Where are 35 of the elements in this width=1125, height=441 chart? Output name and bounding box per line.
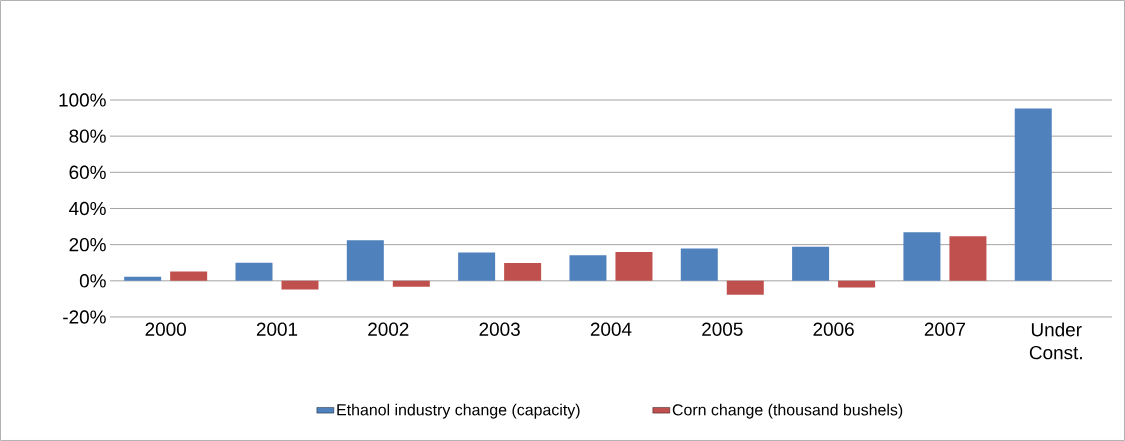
bar [346,240,384,281]
y-tick-label: 100% [59,93,106,107]
bar [569,255,607,281]
y-tick-label: 0% [79,274,106,288]
y-tick-label: 80% [69,129,106,143]
x-tick-label: 2002 [368,322,409,336]
bar [1014,108,1052,281]
x-tick-label: 2000 [145,322,186,336]
bar [281,280,319,290]
legend-label: Ethanol industry change (capacity) [337,403,580,419]
bar [392,280,430,287]
bar [726,280,764,295]
x-tick-label: Under Const. [1029,322,1082,360]
bar [504,263,542,281]
y-tick-label: 60% [69,165,106,180]
bar [949,236,987,281]
bar [615,251,653,281]
x-tick-label: 2006 [813,322,854,336]
x-tick-label: 2007 [924,322,966,336]
bar [792,246,830,281]
bar [170,271,208,281]
y-tick-label: 20% [69,237,106,252]
bar [680,248,718,281]
x-tick-label: 2005 [702,322,743,336]
bar [124,276,162,281]
bar [235,262,273,281]
bar [903,232,941,281]
bar [838,280,876,288]
x-tick-label: 2001 [256,322,298,336]
x-tick-label: 2003 [479,322,520,336]
y-tick-label: 40% [69,201,106,216]
y-tick-label: -20% [63,310,106,324]
legend-label: Corn change (thousand bushels) [672,403,903,419]
x-tick-label: 2004 [590,322,632,336]
bar [458,252,496,281]
